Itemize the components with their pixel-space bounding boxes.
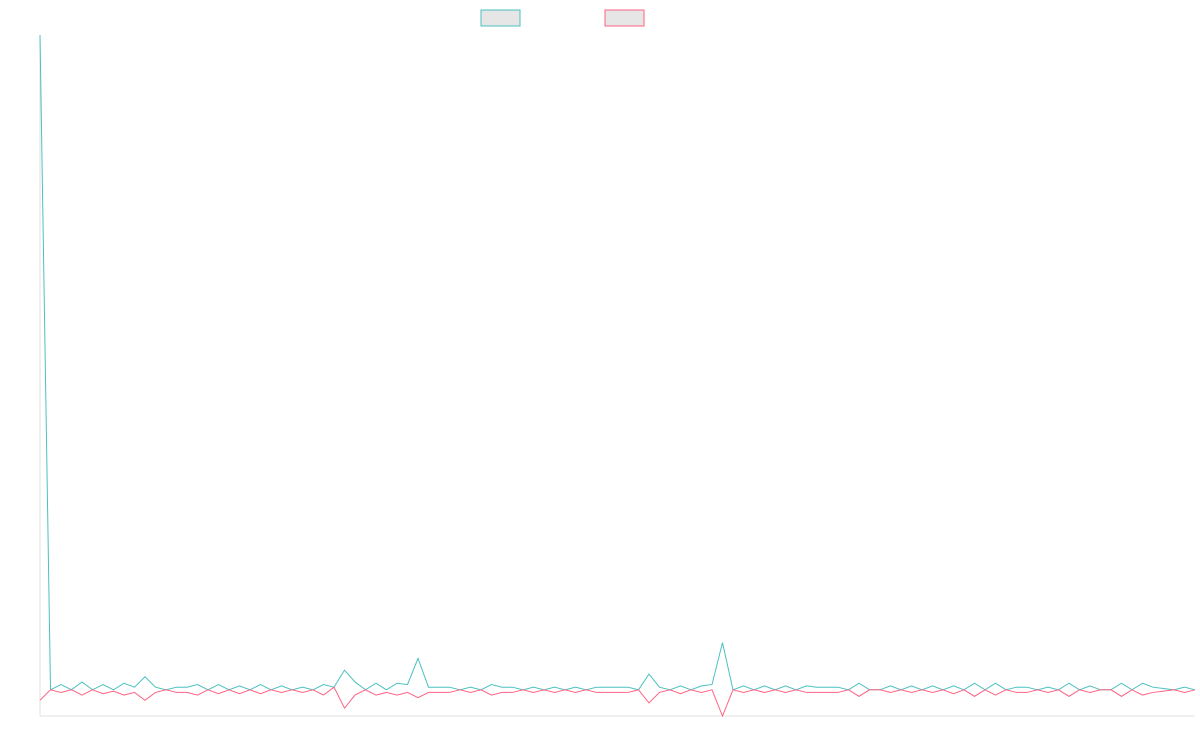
line-series bbox=[39, 34, 1196, 691]
legend-swatch bbox=[604, 9, 645, 27]
line-series bbox=[39, 686, 1196, 718]
legend-swatch bbox=[480, 9, 521, 27]
